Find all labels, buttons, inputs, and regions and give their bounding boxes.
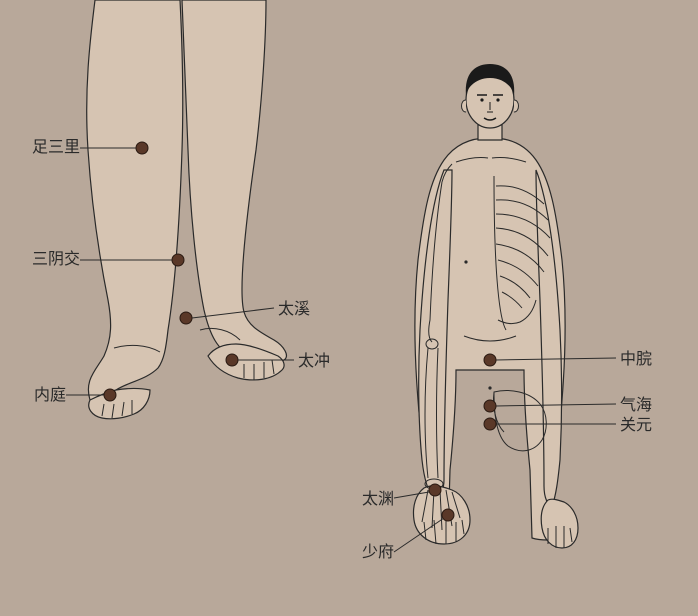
label-zhongwan: 中脘	[620, 352, 652, 368]
nipple-left	[464, 260, 467, 263]
label-taichong: 太冲	[298, 354, 330, 370]
dot-qihai	[484, 400, 496, 412]
body-figure	[0, 0, 698, 616]
ear-left	[462, 100, 467, 112]
label-taiyuan: 太渊	[362, 492, 394, 508]
dot-shaofu	[442, 509, 454, 521]
label-shaofu: 少府	[362, 545, 394, 561]
eye-left	[480, 98, 483, 101]
label-neiting: 内庭	[34, 388, 66, 404]
dot-guanyuan	[484, 418, 496, 430]
hand-right	[541, 499, 578, 548]
label-guanyuan: 关元	[620, 418, 652, 434]
label-qihai: 气海	[620, 398, 652, 414]
dot-taiyuan	[429, 484, 441, 496]
label-zusanli: 足三里	[32, 140, 80, 156]
label-taixi: 太溪	[278, 302, 310, 318]
page-container: 足三里 三阴交 太溪 太冲 内庭 中脘 气海 关元 太渊 少府	[0, 0, 698, 616]
dot-zhongwan	[484, 354, 496, 366]
label-sanyinjiao: 三阴交	[32, 252, 80, 268]
navel	[488, 386, 491, 389]
eye-right	[496, 98, 499, 101]
ear-right	[514, 100, 519, 112]
